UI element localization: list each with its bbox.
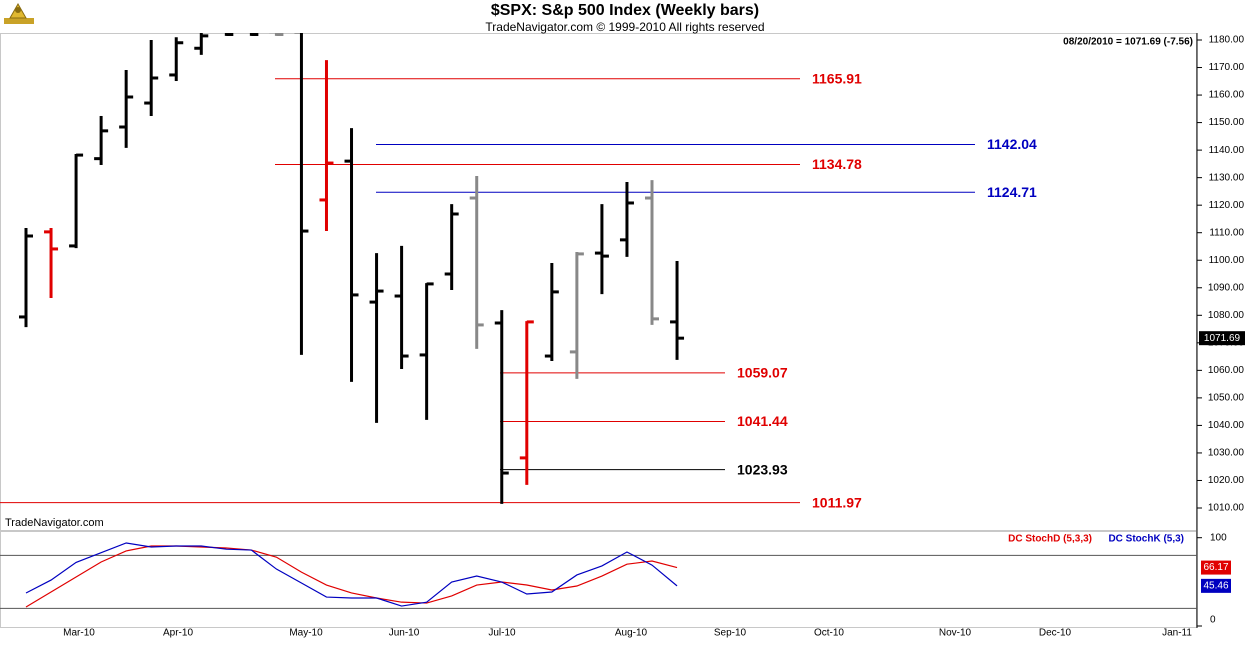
stoch-plot: [0, 542, 1197, 609]
y-tick-label: 1090.00: [1208, 282, 1245, 293]
stoch-line: [25, 542, 678, 607]
last-value-label: 45.46: [1203, 580, 1228, 591]
header-quote: 08/20/2010 = 1071.69 (-7.56): [1063, 37, 1193, 48]
last-value-box: [1201, 578, 1231, 593]
main-plot: 1165.91 1142.04 1134.78 1124.71 1059.07 1041.…: [0, 33, 1037, 510]
stoch-line: [25, 545, 678, 608]
x-tick-label: Jun-10: [389, 628, 420, 639]
y-tick-label: 0: [1210, 615, 1216, 626]
y-tick-label: 1020.00: [1208, 475, 1245, 486]
y-tick-label: 1140.00: [1209, 145, 1245, 156]
logo: [4, 2, 34, 24]
y-tick-label: 1060.00: [1208, 365, 1245, 376]
y-tick-label: 1080.00: [1208, 310, 1245, 321]
last-price-box: [1199, 331, 1245, 346]
y-tick-label: 1030.00: [1208, 448, 1245, 459]
last-price-label: 1071.69: [1204, 333, 1241, 344]
y-tick-label: 1160.00: [1209, 90, 1245, 101]
y-tick-label: 1100.00: [1209, 255, 1245, 266]
chart-subtitle: TradeNavigator.com © 1999-2010 All right…: [485, 20, 764, 34]
y-tick-label: 1180.00: [1209, 35, 1245, 46]
legend-entry: DC StochK (5,3): [1108, 534, 1184, 545]
level-label: 1059.07: [737, 365, 788, 381]
y-tick-label: 1120.00: [1209, 200, 1245, 211]
x-tick-label: Nov-10: [939, 628, 972, 639]
x-tick-label: May-10: [289, 628, 323, 639]
level-label: 1134.78: [812, 156, 862, 172]
level-label: 1011.97: [812, 494, 862, 510]
x-tick-label: Aug-10: [615, 628, 648, 639]
x-tick-label: Oct-10: [814, 628, 844, 639]
y-tick-label: 1170.00: [1209, 62, 1245, 73]
x-tick-label: Jul-10: [488, 628, 516, 639]
y-tick-label: 1130.00: [1209, 172, 1245, 183]
x-tick-label: Mar-10: [63, 628, 95, 639]
x-tick-label: Dec-10: [1039, 628, 1072, 639]
level-label: 1142.04: [987, 136, 1037, 152]
level-label: 1023.93: [737, 461, 788, 477]
level-label: 1124.71: [987, 184, 1037, 200]
level-label: 1041.44: [737, 413, 788, 429]
y-tick-label: 1110.00: [1209, 227, 1244, 238]
level-label: 1165.91: [812, 70, 862, 86]
y-tick-label: 1040.00: [1208, 420, 1245, 431]
legend-entry: DC StochD (5,3,3): [1008, 534, 1092, 545]
chart-title: $SPX: S&p 500 Index (Weekly bars): [491, 2, 759, 19]
x-tick-label: Sep-10: [714, 628, 747, 639]
last-value-box: [1201, 560, 1231, 575]
y-tick-label: 1050.00: [1208, 393, 1245, 404]
y-tick-label: 1150.00: [1209, 117, 1245, 128]
last-value-label: 66.17: [1203, 562, 1228, 573]
x-tick-label: Jan-11: [1162, 628, 1192, 639]
y-tick-label: 100: [1210, 532, 1227, 543]
axes: 1010.00 1020.00 1030.00 1040.00 1050.00 1060.…: [63, 35, 1245, 639]
watermark: TradeNavigator.com: [5, 517, 104, 529]
y-tick-label: 1010.00: [1208, 503, 1245, 514]
x-tick-label: Apr-10: [163, 628, 193, 639]
